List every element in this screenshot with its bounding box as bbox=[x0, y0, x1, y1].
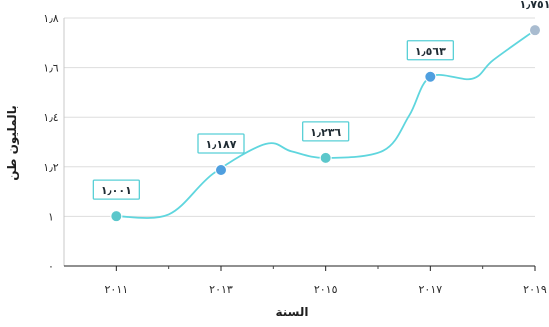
x-tick-label: ٢٠١٣ bbox=[209, 283, 233, 296]
series-line bbox=[116, 29, 536, 219]
data-label: ١٫٢٣٦ bbox=[310, 126, 341, 139]
y-tick-label: ١٫٢ bbox=[43, 161, 58, 174]
data-label-box bbox=[512, 0, 549, 14]
data-label-box bbox=[92, 179, 140, 200]
data-label-box bbox=[406, 40, 454, 61]
x-tick-label: ٢٠١١ bbox=[105, 283, 129, 296]
data-point bbox=[319, 151, 332, 164]
x-tick-label: ٢٠١٥ bbox=[314, 283, 338, 296]
gridlines bbox=[64, 17, 535, 217]
x-axis-title: السنة bbox=[275, 305, 308, 319]
data-label-box bbox=[197, 133, 245, 154]
y-tick-label: ١٫٤ bbox=[43, 111, 58, 124]
y-tick-label: ١٫٦ bbox=[43, 62, 58, 75]
y-axis-title: بالمليون طن bbox=[5, 105, 20, 180]
x-tick-label: ٢٠١٩ bbox=[523, 283, 547, 296]
series-line-path bbox=[116, 29, 536, 219]
y-tick-label: ١ bbox=[48, 210, 54, 223]
data-label: ١٫١٨٧ bbox=[206, 138, 237, 151]
data-point bbox=[529, 24, 541, 37]
y-tick-label: ٠ bbox=[48, 260, 54, 273]
data-points bbox=[110, 24, 541, 223]
data-label: ١٫٠٠١ bbox=[101, 184, 132, 197]
data-point bbox=[110, 210, 123, 223]
axes: ٠ ١ ١٫٢ ١٫٤ ١٫٦ ١٫٨ ٢٠١١ ٢٠١٣ ٢٠١٥ ٢٠١٧ ٢٠١٩ bbox=[43, 12, 547, 296]
x-tick-label: ٢٠١٧ bbox=[419, 283, 443, 296]
y-tick-label: ١٫٨ bbox=[43, 12, 58, 25]
data-point bbox=[215, 164, 227, 177]
data-label: ١٫٧٥١ bbox=[520, 0, 549, 11]
data-label-box bbox=[302, 121, 350, 142]
data-point bbox=[424, 70, 437, 83]
data-label: ١٫٥٦٣ bbox=[415, 45, 446, 58]
data-labels: ١٫٠٠١ ١٫١٨٧ ١٫٢٣٦ ١٫٥٦٣ ١٫٧٥١ bbox=[92, 0, 549, 200]
